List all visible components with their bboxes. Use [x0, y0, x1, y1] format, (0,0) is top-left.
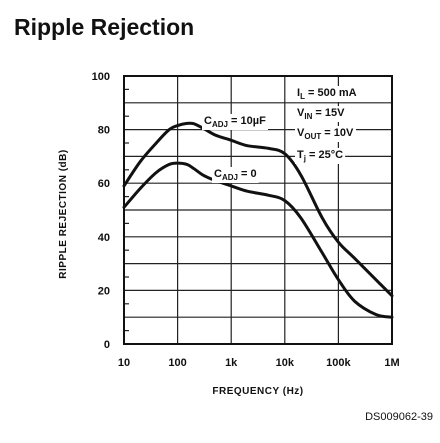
condition-label: VOUT = 10V: [297, 127, 354, 141]
x-tick-label: 10: [118, 357, 130, 369]
y-axis-label: RIPPLE REJECTION (dB): [58, 149, 69, 278]
condition-label: Tj = 25°C: [297, 149, 343, 163]
condition-label: IL = 500 mA: [297, 87, 357, 101]
series-line-cadj-10uf: [122, 121, 394, 298]
y-tick-label: 80: [98, 125, 110, 137]
y-tick-label: 60: [98, 178, 110, 190]
series-label-cadj-10uf: CADJ = 10µF: [204, 115, 266, 129]
series-label-cadj-0-bg: [212, 167, 259, 183]
series-label-cadj-10uf-bg: [202, 114, 269, 130]
page-title: Ripple Rejection: [14, 14, 195, 40]
y-tick-label: 0: [104, 339, 110, 351]
condition-label-bg: [295, 106, 348, 122]
y-tick-label: 40: [98, 232, 110, 244]
annotations: IL = 500 mA VIN = 15V VOUT = 10V Tj = 25°C C…: [202, 86, 359, 183]
x-tick-label: 1k: [225, 357, 238, 369]
y-tick-label: 20: [98, 285, 110, 297]
series-line-cadj-0: [122, 161, 394, 319]
x-tick-label: 10k: [276, 357, 295, 369]
condition-label: VIN = 15V: [297, 107, 345, 121]
series-label-cadj-0: CADJ = 0: [214, 168, 257, 182]
figure-code: DS009062-39: [365, 411, 433, 423]
x-tick-label: 1M: [384, 357, 399, 369]
condition-label-bg: [295, 126, 357, 142]
y-tick-label: 100: [92, 71, 110, 83]
condition-label-bg: [295, 86, 359, 102]
tick-labels: 0 20 40 60 80 100 10 100 1k 10k 100k 1M: [92, 71, 400, 369]
x-axis-label: FREQUENCY (Hz): [212, 386, 303, 397]
plot-frame: [123, 75, 393, 345]
x-tick-label: 100: [168, 357, 186, 369]
series-lines: [122, 121, 394, 319]
x-tick-label: 100k: [326, 357, 351, 369]
condition-label-bg: [295, 148, 346, 164]
